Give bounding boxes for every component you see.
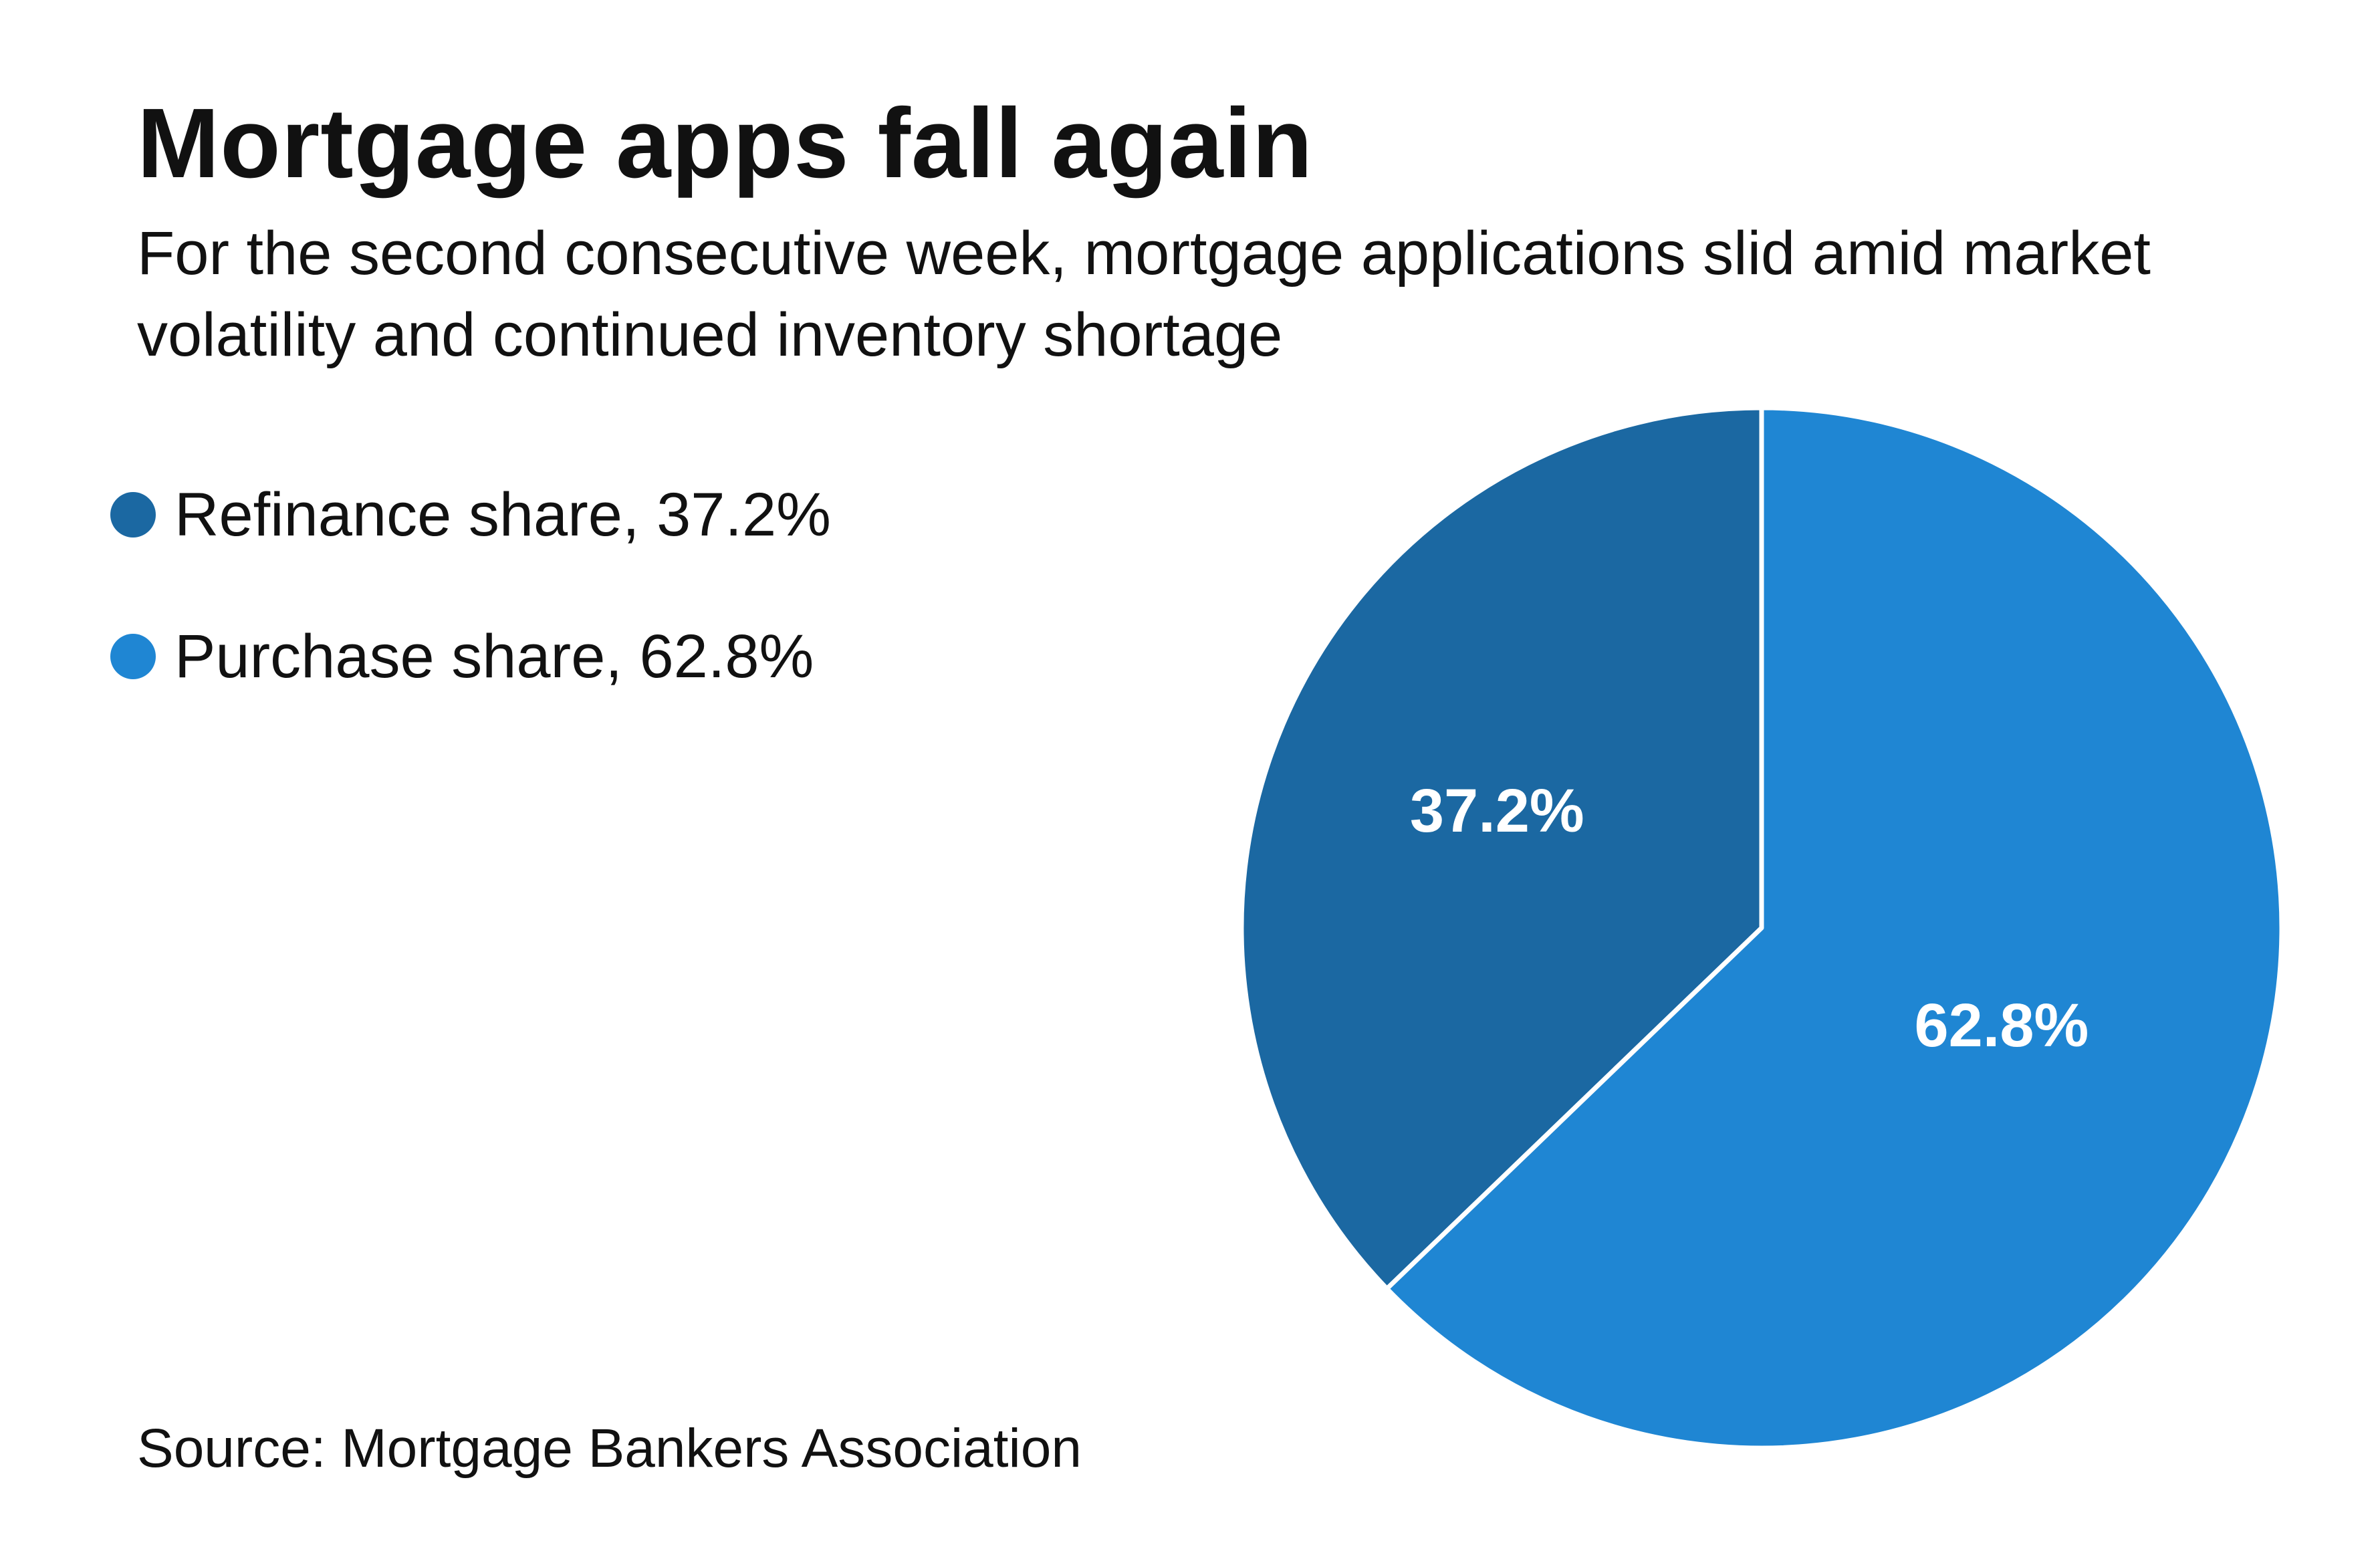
- pie-label-refinance-share: 37.2%: [1410, 777, 1584, 845]
- pie-label-purchase-share: 62.8%: [1914, 991, 2089, 1060]
- pie-slice-purchase-share: [1385, 405, 2284, 1451]
- legend-item-refinance: Refinance share, 37.2%: [110, 475, 831, 555]
- legend-swatch-purchase: [110, 634, 156, 679]
- legend-label-refinance: Refinance share, 37.2%: [174, 480, 831, 549]
- pie-slice-refinance-share: [1239, 405, 1764, 1292]
- source-note: Source: Mortgage Bankers Association: [137, 1418, 1082, 1479]
- chart-title: Mortgage apps fall again: [137, 88, 1314, 199]
- chart-subtitle: For the second consecutive week, mortgag…: [137, 219, 2151, 369]
- legend-label-purchase: Purchase share, 62.8%: [174, 622, 814, 691]
- legend-item-purchase: Purchase share, 62.8%: [110, 616, 831, 697]
- legend: Refinance share, 37.2% Purchase share, 6…: [110, 475, 831, 758]
- legend-swatch-refinance: [110, 492, 156, 538]
